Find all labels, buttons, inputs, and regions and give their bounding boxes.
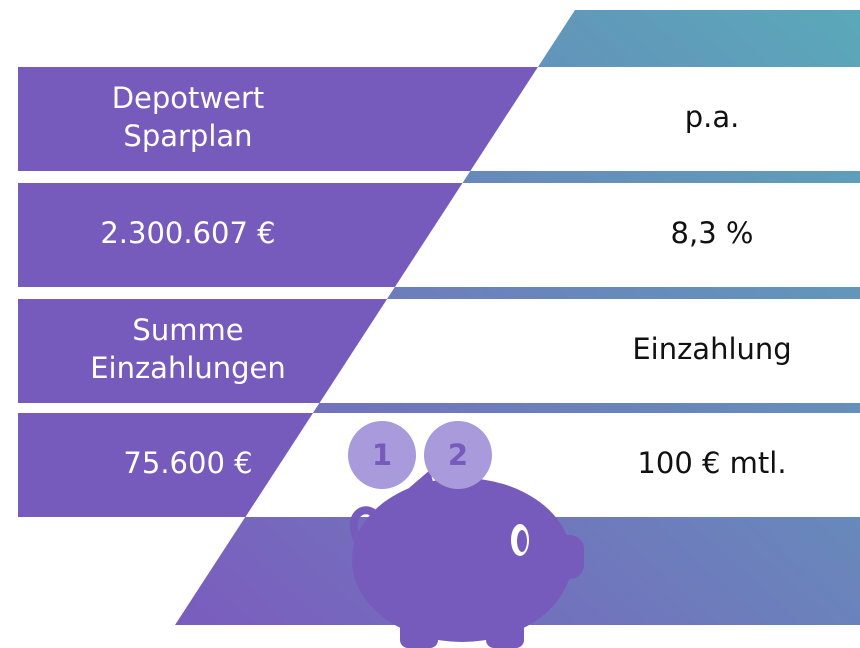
right-label: 100 € mtl. [637, 446, 786, 480]
left-label: Summe [132, 313, 243, 347]
left-label: 75.600 € [123, 446, 252, 480]
coin [348, 421, 416, 489]
coin [424, 421, 492, 489]
right-cell [319, 299, 860, 403]
right-cell [394, 183, 860, 287]
left-cell [18, 67, 538, 171]
left-label: Depotwert [112, 81, 265, 115]
coin-label: 1 [372, 438, 392, 472]
left-cell [18, 183, 463, 287]
left-cell [18, 299, 388, 403]
left-label: Sparplan [123, 119, 252, 153]
right-label: Einzahlung [632, 332, 791, 366]
coin-label: 2 [448, 438, 468, 472]
piggy-bank [349, 470, 584, 648]
left-label: 2.300.607 € [100, 216, 275, 250]
left-label: Einzahlungen [90, 351, 286, 385]
right-cell [470, 67, 860, 171]
rows: Depotwert Sparplan p.a. 2.300.607 € 8,3 % Sum… [18, 67, 860, 517]
left-cell [18, 413, 314, 517]
right-label: p.a. [685, 100, 740, 134]
right-label: 8,3 % [671, 216, 754, 250]
